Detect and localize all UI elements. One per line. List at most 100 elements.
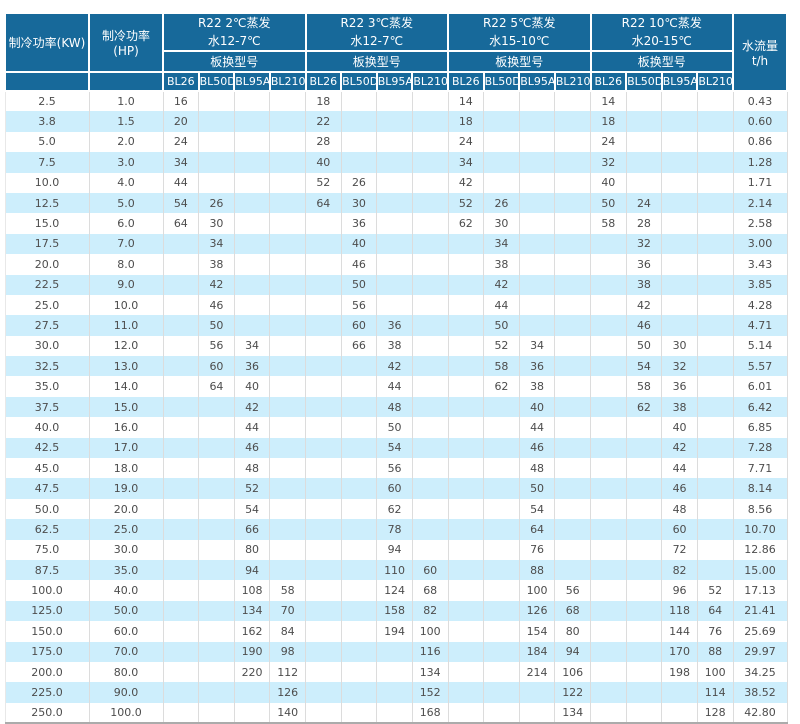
g1-bl50d-cell (198, 641, 235, 662)
g1-bl50d-cell (198, 458, 235, 479)
g1-bl50d-cell (198, 131, 235, 153)
g3-bl50d-cell (483, 437, 520, 459)
hp-cell: 12.0 (89, 335, 164, 357)
g3-bl50d-cell (483, 152, 520, 173)
g3-bl210-cell: 122 (554, 682, 591, 703)
g3-bl50d-cell (483, 702, 520, 724)
g4-bl95a-cell: 48 (661, 498, 698, 520)
g2-bl210-cell (412, 519, 449, 540)
g3-bl50d-cell (483, 396, 520, 418)
kw-cell: 5.0 (4, 131, 90, 153)
g4-bl210-cell: 114 (697, 682, 734, 703)
g1-bl26-cell: 20 (163, 111, 200, 132)
g4-bl210-cell (697, 356, 734, 377)
flow-cell: 0.60 (733, 111, 788, 132)
g1-bl50d-cell (198, 600, 235, 622)
g3-bl26-cell (448, 437, 485, 459)
g3-bl95a-cell: 64 (519, 519, 556, 540)
g2-model-bl50d: BL50D (340, 71, 378, 92)
g3-bl26-cell: 24 (448, 131, 485, 153)
g3-bl210-cell (554, 539, 591, 560)
g4-bl50d-cell (626, 91, 663, 112)
g4-bl26-cell (590, 661, 627, 683)
g2-bl26-cell (305, 478, 342, 499)
g3-bl95a-cell: 184 (519, 641, 556, 662)
g4-bl26-cell (590, 335, 627, 357)
g2-bl26-cell (305, 600, 342, 622)
g1-bl26-cell (163, 478, 200, 499)
flow-cell: 12.86 (733, 539, 788, 560)
g3-bl95a-cell (519, 233, 556, 255)
flow-cell: 2.58 (733, 213, 788, 234)
g2-bl50d-cell (341, 621, 378, 642)
col-header-flow: 水流量t/h (732, 12, 788, 92)
g1-bl26-cell (163, 621, 200, 642)
g1-bl26-cell (163, 661, 200, 683)
table-row: 62.5 25.0 66 78 64 60 10.70 (4, 519, 788, 540)
g1-bl210-cell (269, 172, 306, 193)
kw-cell: 12.5 (4, 192, 90, 214)
table-row: 35.0 14.0 64 40 44 62 38 58 36 6.01 (4, 376, 788, 397)
g3-bl26-cell (448, 294, 485, 316)
g4-bl95a-cell (661, 152, 698, 173)
g1-bl26-cell (163, 641, 200, 662)
g1-bl26-cell (163, 376, 200, 397)
g1-bl95a-cell: 162 (234, 621, 271, 642)
group2-condition: R22 3℃蒸发 (340, 16, 414, 30)
g2-bl26-cell (305, 559, 342, 581)
g1-bl26-cell (163, 437, 200, 459)
g2-bl210-cell (412, 91, 449, 112)
g3-bl95a-cell (519, 172, 556, 193)
g3-bl26-cell (448, 335, 485, 357)
g3-bl95a-cell (519, 315, 556, 336)
g2-bl210-cell (412, 539, 449, 560)
flow-cell: 1.71 (733, 172, 788, 193)
g2-bl26-cell (305, 641, 342, 662)
g1-bl50d-cell (198, 498, 235, 520)
g2-bl26-cell (305, 396, 342, 418)
g1-bl210-cell (269, 315, 306, 336)
g4-bl210-cell (697, 539, 734, 560)
g1-bl210-cell (269, 213, 306, 234)
g4-bl210-cell (697, 437, 734, 459)
table-row: 250.0 100.0 140 168 134 128 42.80 (4, 702, 788, 724)
g2-bl26-cell (305, 437, 342, 459)
g4-bl26-cell (590, 600, 627, 622)
kw-cell: 175.0 (4, 641, 90, 662)
g4-bl50d-cell: 58 (626, 376, 663, 397)
g3-bl95a-cell: 100 (519, 580, 556, 601)
g4-model-bl26: BL26 (589, 71, 628, 92)
g3-bl50d-cell: 52 (483, 335, 520, 357)
g4-bl26-cell: 32 (590, 152, 627, 173)
g3-bl210-cell (554, 478, 591, 499)
g2-bl95a-cell (376, 274, 413, 295)
hp-cell: 80.0 (89, 661, 164, 683)
g4-bl26-cell (590, 498, 627, 520)
g1-bl95a-cell: 42 (234, 396, 271, 418)
g4-bl95a-cell: 118 (661, 600, 698, 622)
group1-water-temp: 水12-7℃ (207, 34, 261, 48)
g1-bl26-cell (163, 682, 200, 703)
g3-bl26-cell (448, 356, 485, 377)
g4-bl50d-cell: 36 (626, 254, 663, 275)
g4-bl50d-cell: 42 (626, 294, 663, 316)
g3-bl26-cell (448, 559, 485, 581)
g2-bl210-cell: 116 (412, 641, 449, 662)
g3-bl50d-cell: 62 (483, 376, 520, 397)
g2-bl210-cell (412, 213, 449, 234)
g3-bl210-cell (554, 376, 591, 397)
kw-cell: 32.5 (4, 356, 90, 377)
g4-bl26-cell (590, 274, 627, 295)
g1-bl26-cell (163, 498, 200, 520)
g4-bl95a-cell: 44 (661, 458, 698, 479)
g3-bl26-cell (448, 661, 485, 683)
g3-bl210-cell (554, 559, 591, 581)
g1-model-bl95a: BL95A (233, 71, 271, 92)
g4-bl50d-cell: 24 (626, 192, 663, 214)
kw-cell: 150.0 (4, 621, 90, 642)
hp-cell: 15.0 (89, 396, 164, 418)
g1-bl210-cell (269, 458, 306, 479)
g4-bl26-cell (590, 580, 627, 601)
group-header-1: R22 2℃蒸发 水12-7℃ (162, 12, 307, 52)
g2-bl95a-cell (376, 152, 413, 173)
